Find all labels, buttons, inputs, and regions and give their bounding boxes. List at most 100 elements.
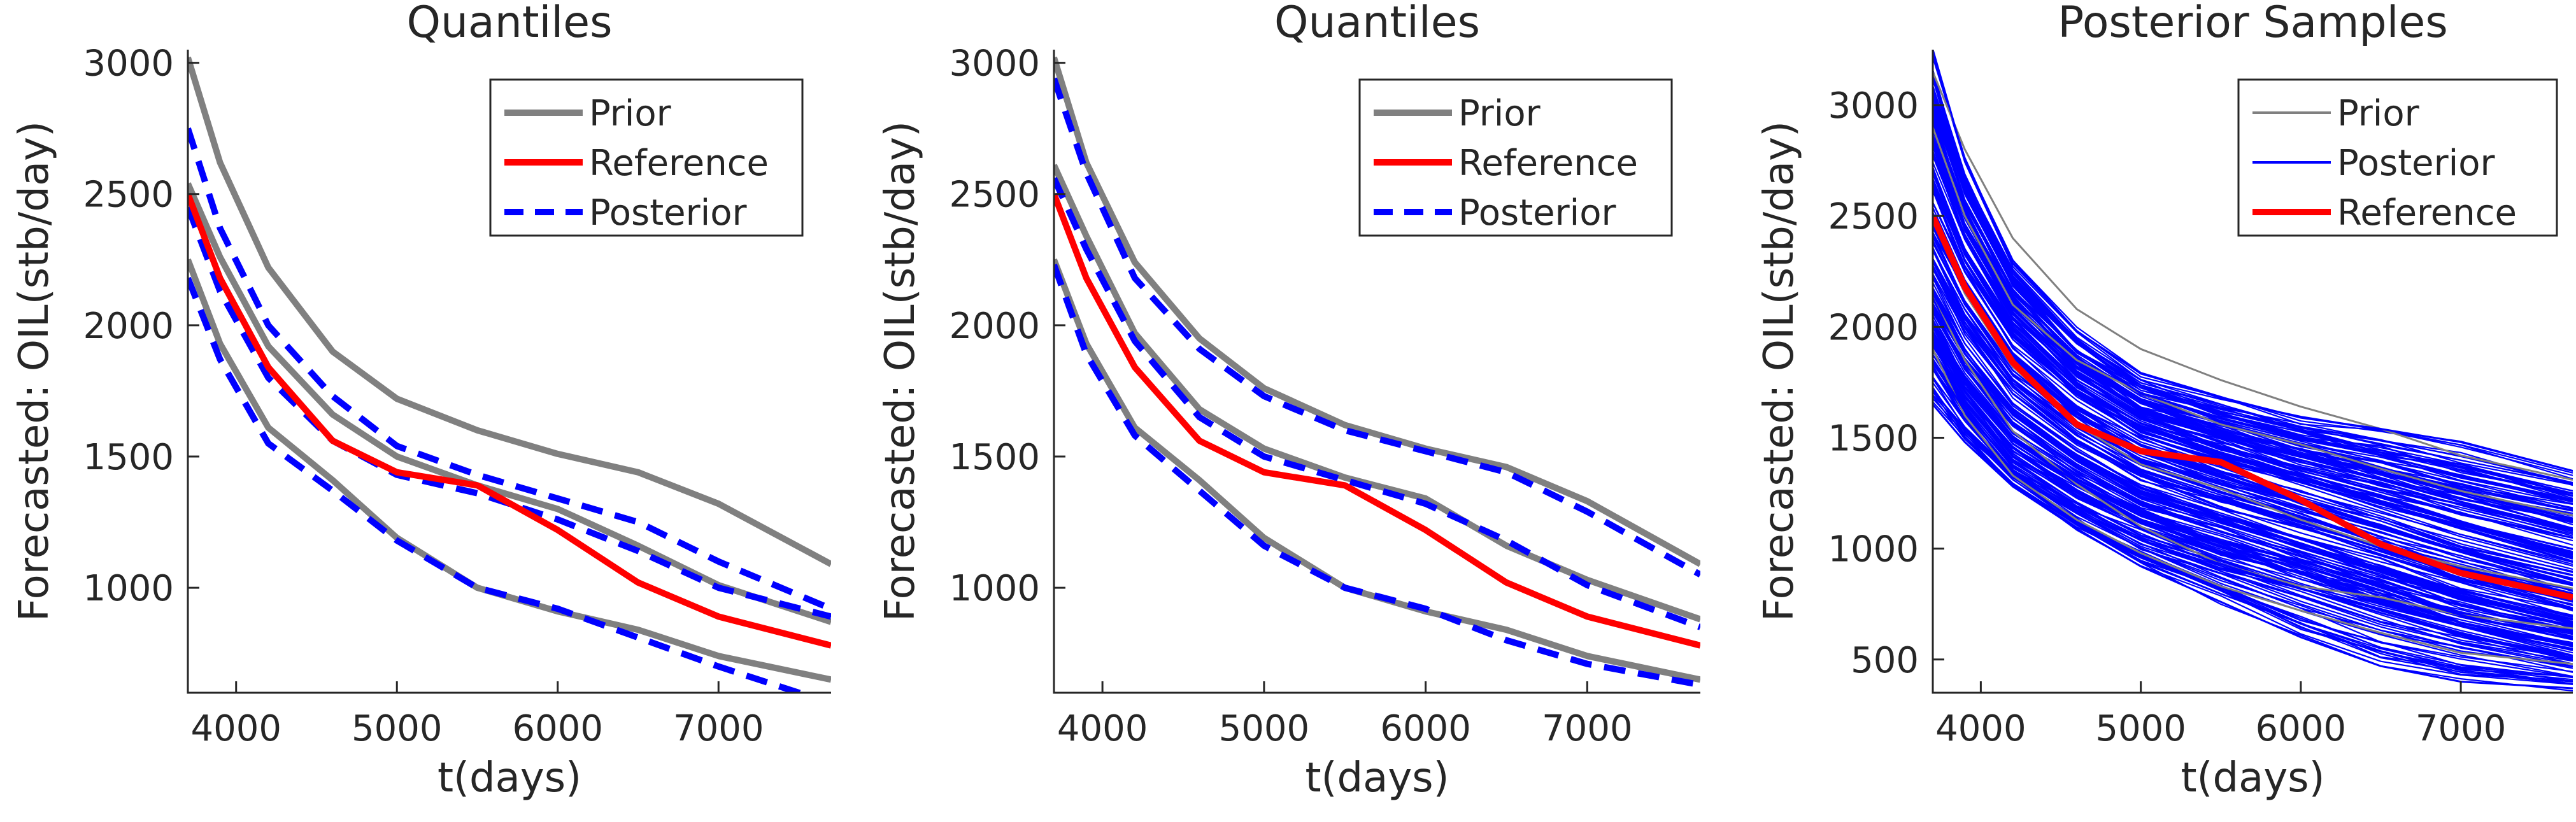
posterior-sample-line [1933,142,2573,537]
y-tick-label: 2000 [949,306,1040,347]
y-axis-label: Forecasted: OIL(stb/day) [877,121,924,621]
series-line-posterior [1933,404,2573,690]
y-tick-label: 3000 [1828,85,1919,127]
posterior-sample-line [1933,337,2573,651]
series-line-posterior [1933,326,2573,641]
chart-panel-quantiles-left: Quantiles Forecasted: OIL(stb/day) t(day… [11,0,831,802]
posterior-sample-line [1933,367,2573,662]
posterior-sample-line [1933,376,2573,673]
posterior-sample-line [1933,145,2573,534]
axis-lines [1053,50,1700,694]
series-line-prior [1054,56,1700,567]
x-tick-label: 4000 [1935,708,2026,749]
x-tick-label: 4000 [190,708,281,749]
ticks-layer: 4000 5000 6000 7000 1000 1500 2000 2500 3000 [83,43,831,749]
posterior-sample-line [1933,334,2573,651]
posterior-sample-line [1933,55,2573,480]
y-tick-label: 2500 [949,174,1040,216]
x-tick-label: 7000 [1542,708,1633,749]
x-tick-label: 6000 [2256,708,2347,749]
series-line-posterior [1933,293,2573,623]
y-tick-label: 1000 [83,568,174,609]
chart-panel-quantiles-middle: Quantiles Forecasted: OIL(stb/day) t(day… [877,0,1700,802]
x-axis-label: t(days) [2181,755,2324,802]
legend-label-posterior: Posterior [589,192,747,234]
series-layer [188,56,831,693]
series-line-prior [188,259,831,683]
x-tick-label: 7000 [673,708,764,749]
y-tick-label: 1500 [83,437,174,478]
series-line-posterior [1054,77,1700,578]
y-axis-label: Forecasted: OIL(stb/day) [1756,121,1803,621]
posterior-sample-line [1933,349,2573,656]
series-line-prior [1933,348,2573,665]
posterior-sample-line [1933,391,2573,679]
series-line-prior [188,182,831,625]
legend-label-prior: Prior [589,93,672,134]
posterior-sample-line [1933,315,2573,632]
posterior-sample-line [1933,298,2573,621]
x-axis-label: t(days) [438,755,581,802]
series-line-prior [1933,293,2573,630]
legend-label-reference: Reference [589,143,769,184]
posterior-sample-line [1933,275,2573,611]
chart-panel-posterior-samples: Posterior Samples Forecasted: OIL(stb/da… [1756,0,2573,802]
posterior-sample-line [1933,258,2573,603]
posterior-sample-line [1933,74,2573,485]
series-line-reference [1933,215,2573,601]
series-line-reference [188,192,831,649]
y-axis-label: Forecasted: OIL(stb/day) [11,121,58,621]
posterior-sample-line [1933,398,2573,685]
posterior-sample-line [1933,394,2573,677]
series-layer [1933,50,2573,692]
y-tick-label: 2500 [1828,196,1919,237]
y-tick-label: 2000 [1828,307,1919,348]
y-tick-label: 1500 [1828,418,1919,459]
posterior-sample-line [1933,308,2573,628]
x-tick-label: 6000 [512,708,603,749]
series-line-posterior [188,127,831,612]
x-tick-label: 5000 [352,708,443,749]
posterior-sample-line [1933,265,2573,610]
posterior-sample-line [1933,110,2573,509]
x-tick-label: 4000 [1057,708,1148,749]
x-tick-label: 7000 [2416,708,2507,749]
series-layer [1054,56,1700,688]
ticks-layer: 4000 5000 6000 7000 1000 1500 2000 2500 3000 [949,43,1700,749]
panel-title: Quantiles [406,0,612,48]
x-tick-label: 5000 [1219,708,1310,749]
y-tick-label: 2000 [83,306,174,347]
legend-label-prior: Prior [2337,93,2420,134]
y-tick-label: 2500 [83,174,174,216]
axis-lines [187,50,831,694]
panel-title: Posterior Samples [2058,0,2448,48]
legend-label-prior: Prior [1458,93,1541,134]
series-line-reference [1054,192,1700,649]
y-tick-label: 3000 [949,43,1040,85]
posterior-sample-line [1933,155,2573,539]
ticks-layer: 4000 5000 6000 7000 500 1000 1500 2000 2500 3000 [1828,50,2573,749]
y-tick-label: 1500 [949,437,1040,478]
y-tick-label: 1000 [949,568,1040,609]
series-line-prior [1933,71,2573,481]
posterior-sample-line [1933,395,2573,681]
legend: Prior Posterior Reference [2237,78,2558,237]
y-tick-label: 500 [1851,640,1919,681]
series-line-posterior [188,206,831,620]
legend-label-posterior: Posterior [1458,192,1616,234]
legend-label-posterior: Posterior [2337,143,2495,184]
posterior-sample-line [1933,239,2573,586]
series-line-posterior [1054,264,1700,688]
x-axis-label: t(days) [1305,755,1449,802]
series-line-prior [1054,259,1700,683]
series-line-posterior [188,276,809,693]
panel-title: Quantiles [1274,0,1480,48]
y-tick-label: 1000 [1828,529,1919,570]
legend-label-reference: Reference [1458,143,1638,184]
posterior-sample-line [1933,78,2573,497]
posterior-sample-line [1933,287,2573,621]
series-line-posterior [1933,182,2573,559]
posterior-sample-line [1933,202,2573,563]
series-line-posterior [1933,94,2573,501]
